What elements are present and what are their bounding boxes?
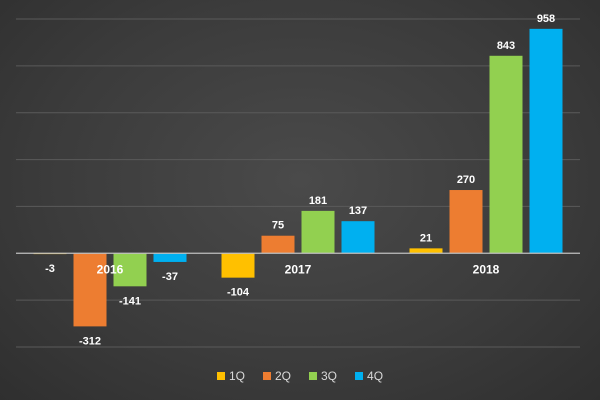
data-label-2016-3q: -141 xyxy=(119,295,141,307)
bar-2018-3q xyxy=(489,55,523,254)
legend-label-1q: 1Q xyxy=(228,369,245,383)
bar-2017-2q xyxy=(261,235,295,254)
legend-label-3q: 3Q xyxy=(321,369,338,383)
legend-swatch-4q xyxy=(355,372,364,380)
data-label-2016-2q: -312 xyxy=(79,335,101,347)
data-label-2018-1q: 21 xyxy=(420,232,432,244)
bar-2018-1q xyxy=(409,248,443,254)
data-label-2017-2q: 75 xyxy=(272,220,284,232)
data-label-2017-4q: 137 xyxy=(349,205,367,217)
legend-swatch-2q xyxy=(262,372,271,380)
legend-item-3q: 3Q xyxy=(309,369,337,383)
data-label-2016-4q: -37 xyxy=(162,271,178,283)
bar-2016-3q xyxy=(113,253,147,287)
category-label-2017: 2017 xyxy=(285,262,312,276)
data-label-2016-1q: -3 xyxy=(45,263,55,275)
legend-item-4q: 4Q xyxy=(355,369,383,383)
bar-2018-2q xyxy=(449,190,483,254)
bar-2016-4q xyxy=(153,253,187,262)
bar-2016-2q xyxy=(73,253,107,327)
legend-label-2q: 2Q xyxy=(274,369,291,383)
legend-item-1q: 1Q xyxy=(216,369,245,383)
data-label-2017-1q: -104 xyxy=(227,287,250,299)
bar-2017-4q xyxy=(341,221,375,254)
legend: 1Q 2Q 3Q 4Q xyxy=(0,369,600,383)
legend-swatch-3q xyxy=(309,372,317,380)
data-label-2018-2q: 270 xyxy=(457,174,475,186)
data-label-2018-4q: 958 xyxy=(537,13,555,25)
legend-label-4q: 4Q xyxy=(367,369,384,383)
bar-2018-4q xyxy=(529,28,563,254)
category-label-2018: 2018 xyxy=(473,262,500,276)
data-label-2018-3q: 843 xyxy=(497,40,515,52)
legend-item-2q: 2Q xyxy=(262,369,291,383)
legend-swatch-1q xyxy=(216,372,225,380)
bar-2017-1q xyxy=(221,253,255,278)
category-label-2016: 2016 xyxy=(97,262,124,276)
data-label-2017-3q: 181 xyxy=(309,195,327,207)
bar-2017-3q xyxy=(301,210,335,254)
